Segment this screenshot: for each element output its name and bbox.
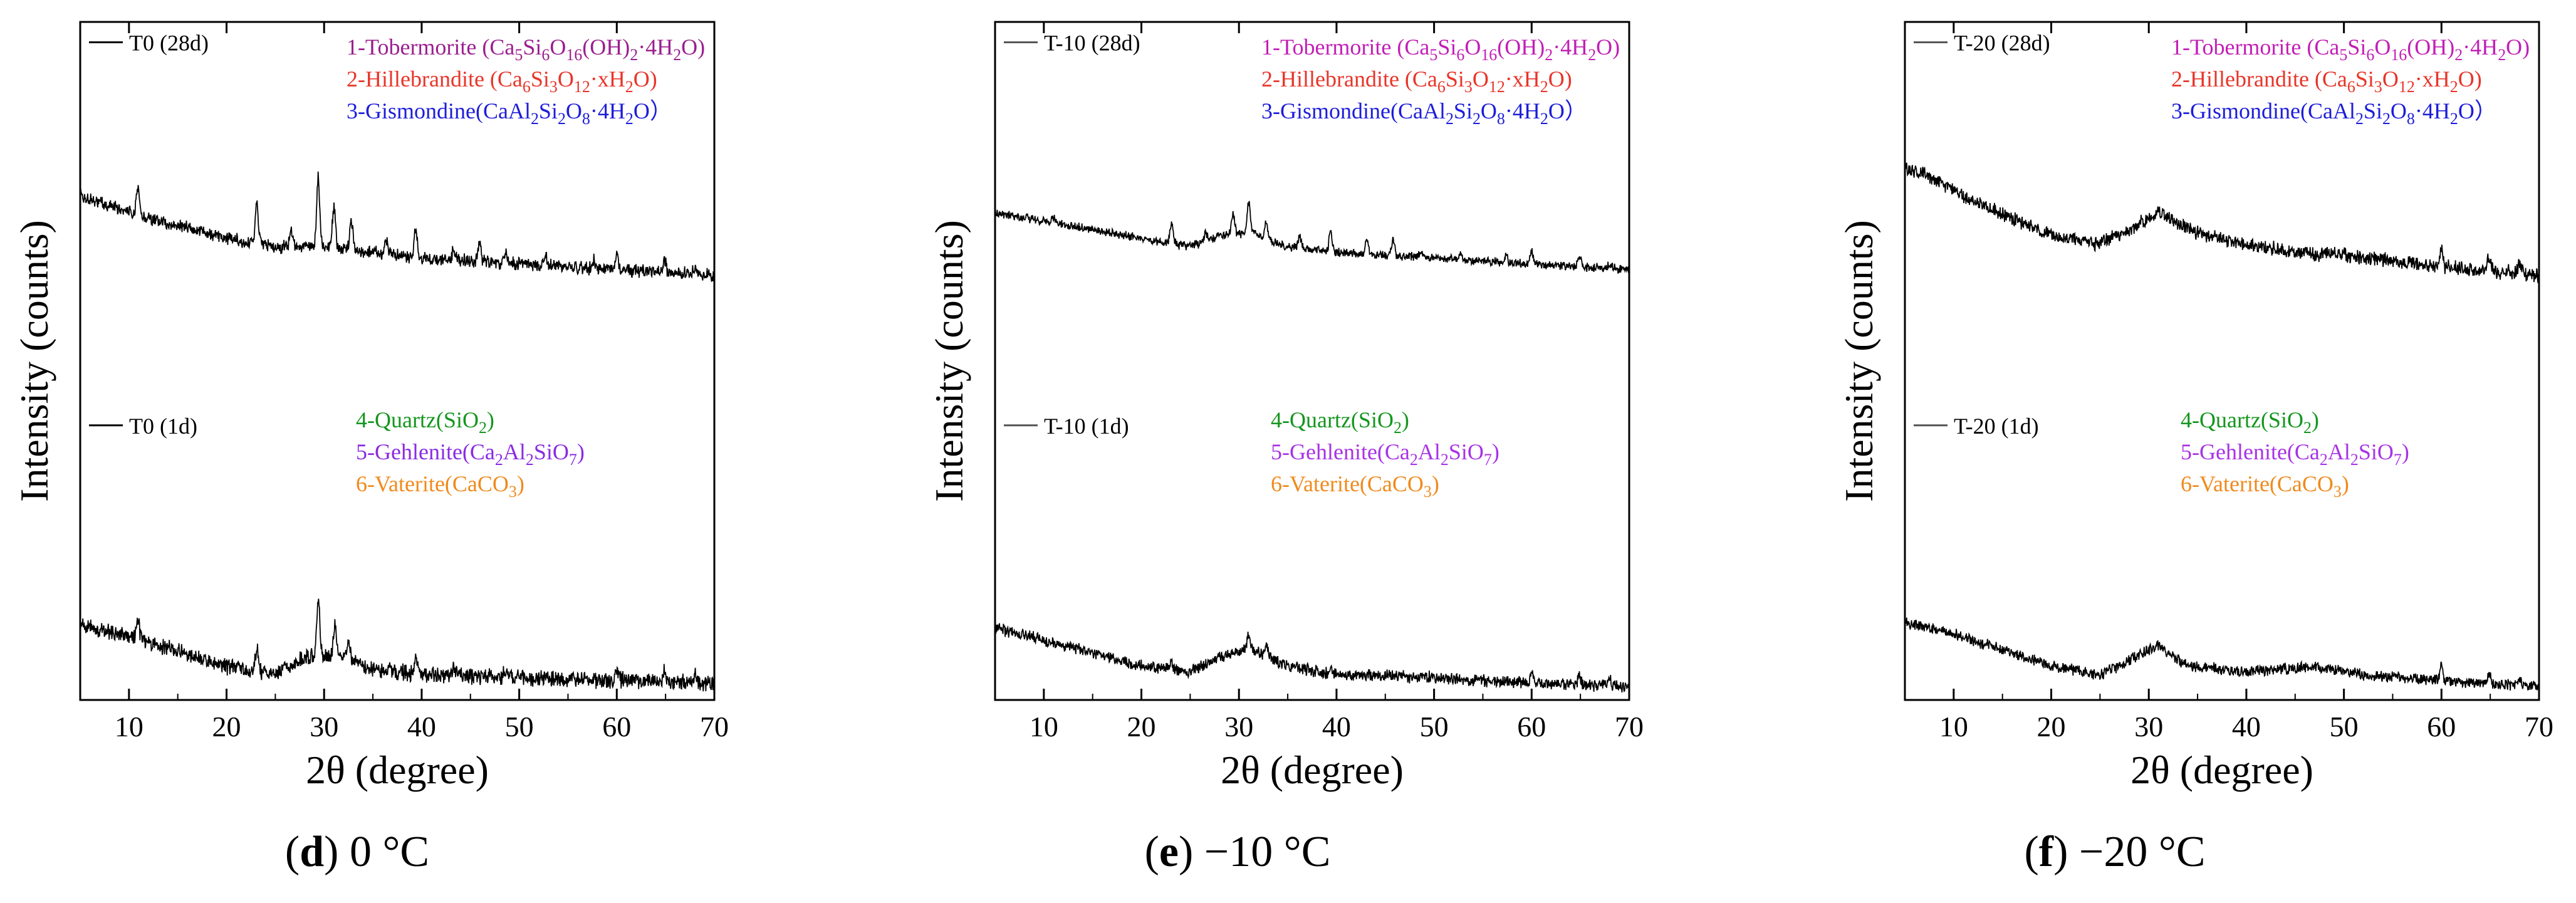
x-tick-label: 40 xyxy=(407,711,436,743)
phase-legend-entry: 2-Hillebrandite (Ca6​Si3​O12​·xH2​O) xyxy=(347,66,657,96)
panel-e: 10 20 30 40 50 60 70 2θ (degree) Intensity (coun… xyxy=(927,21,1644,792)
caption-d: (d) 0 °C xyxy=(284,828,430,876)
phase-legend-entry: 1-Tobermorite (Ca5​Si6​O16​(OH)2​·4H2​O) xyxy=(2171,34,2530,64)
x-tick-label: 60 xyxy=(602,711,631,743)
panel-d: 10 20 30 40 50 60 70 2θ (degree) Intensity (coun… xyxy=(12,21,729,792)
x-tick-label: 70 xyxy=(700,711,729,743)
x-axis-label: 2θ (degree) xyxy=(306,748,489,792)
phase-legend-entry: 6-Vaterite(CaCO3​) xyxy=(1271,471,1439,501)
series-28d-trace xyxy=(1904,160,2540,283)
caption-f: (f) −20 °C xyxy=(2024,828,2206,876)
phase-legend-entry: 3-Gismondine(CaAl2​Si2​O8​·4H2​O） xyxy=(347,98,672,128)
series-legend-label: T0 (28d) xyxy=(129,30,209,55)
x-axis-label: 2θ (degree) xyxy=(2130,748,2313,792)
x-tick-label: 20 xyxy=(212,711,241,743)
phase-legend-entry: 5-Gehlenite(Ca2​Al2​SiO7​) xyxy=(1271,439,1499,469)
plot-frame xyxy=(994,21,1630,701)
caption-e: (e) −10 °C xyxy=(1144,828,1331,876)
x-tick-label: 10 xyxy=(115,711,143,743)
phase-legend-entry: 6-Vaterite(CaCO3​) xyxy=(2181,471,2349,501)
phase-legend-entry: 1-Tobermorite (Ca5​Si6​O16​(OH)2​·4H2​O) xyxy=(1261,34,1620,64)
series-legend-label: T-20 (1d) xyxy=(1954,414,2039,439)
series-1d-trace xyxy=(1904,617,2540,691)
plot-frame xyxy=(79,21,716,701)
series-1d-trace xyxy=(994,623,1630,693)
series-1d-trace xyxy=(80,598,715,692)
x-tick-label: 50 xyxy=(2330,711,2359,743)
phase-legend-entry: 6-Vaterite(CaCO3​) xyxy=(356,471,524,501)
x-tick-label: 30 xyxy=(310,711,338,743)
x-tick-label: 30 xyxy=(1224,711,1253,743)
phase-legend-entry: 4-Quartz(SiO2​) xyxy=(356,407,494,437)
series-28d-trace xyxy=(994,201,1630,274)
phase-legend-entry: 2-Hillebrandite (Ca6​Si3​O12​·xH2​O) xyxy=(1261,66,1572,96)
x-tick-label: 20 xyxy=(2037,711,2066,743)
x-axis-label: 2θ (degree) xyxy=(1221,748,1404,792)
phase-legend-entry: 4-Quartz(SiO2​) xyxy=(1271,407,1409,437)
phase-legend-entry: 3-Gismondine(CaAl2​Si2​O8​·4H2​O） xyxy=(2171,98,2497,128)
series-28d-trace xyxy=(80,171,715,283)
x-tick-label: 50 xyxy=(1420,711,1449,743)
series-legend-label: T-20 (28d) xyxy=(1954,30,2050,55)
phase-legend-entry: 3-Gismondine(CaAl2​Si2​O8​·4H2​O） xyxy=(1261,98,1587,128)
phase-legend-entry: 1-Tobermorite (Ca5​Si6​O16​(OH)2​·4H2​O) xyxy=(347,34,705,64)
x-tick-label: 40 xyxy=(1322,711,1351,743)
plot-frame xyxy=(1904,21,2540,701)
series-legend-label: T-10 (1d) xyxy=(1044,414,1129,439)
x-tick-label: 70 xyxy=(1615,711,1644,743)
series-legend-label: T0 (1d) xyxy=(129,414,197,439)
x-tick-label: 70 xyxy=(2525,711,2553,743)
x-tick-label: 10 xyxy=(1939,711,1968,743)
phase-legend-entry: 2-Hillebrandite (Ca6​Si3​O12​·xH2​O) xyxy=(2171,66,2482,96)
phase-legend-entry: 4-Quartz(SiO2​) xyxy=(2181,407,2319,437)
x-tick-label: 60 xyxy=(2427,711,2456,743)
y-axis-label: Intensity (counts) xyxy=(1837,220,1881,502)
phase-legend-entry: 5-Gehlenite(Ca2​Al2​SiO7​) xyxy=(356,439,585,469)
x-tick-label: 10 xyxy=(1030,711,1058,743)
x-tick-label: 50 xyxy=(505,711,534,743)
x-tick-label: 30 xyxy=(2134,711,2163,743)
y-axis-label: Intensity (counts) xyxy=(927,220,971,502)
x-tick-label: 20 xyxy=(1127,711,1156,743)
phase-legend-entry: 5-Gehlenite(Ca2​Al2​SiO7​) xyxy=(2181,439,2409,469)
y-axis-label: Intensity (counts) xyxy=(12,220,56,502)
x-tick-label: 60 xyxy=(1517,711,1546,743)
panel-f: 10 20 30 40 50 60 70 2θ (degree) Intensity (coun… xyxy=(1837,21,2553,792)
series-legend-label: T-10 (28d) xyxy=(1044,30,1140,55)
x-tick-label: 40 xyxy=(2232,711,2261,743)
